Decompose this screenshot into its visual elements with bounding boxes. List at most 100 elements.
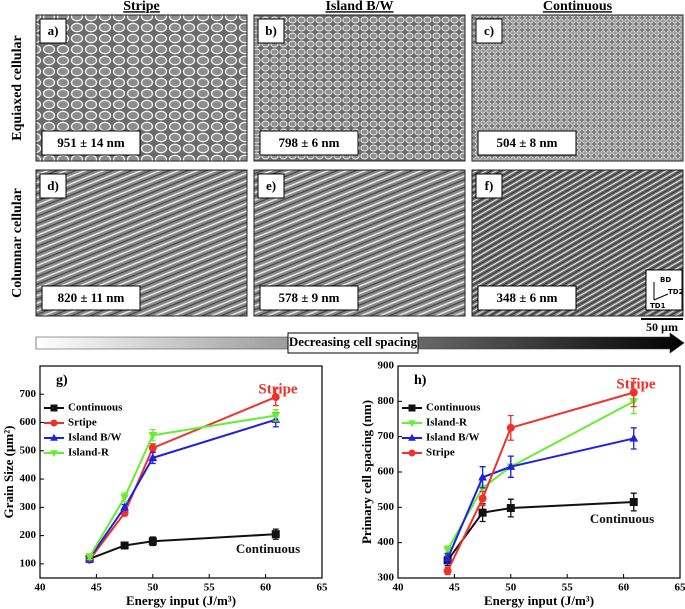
legend-label: Srtipe xyxy=(68,417,97,429)
scale-bar-label: 50 µm xyxy=(646,320,678,334)
panel-label-box xyxy=(257,18,285,44)
y-tick-label: 400 xyxy=(20,473,37,485)
column-header: Stripe xyxy=(123,0,160,14)
y-tick-label: 700 xyxy=(378,430,395,442)
y-tick-label: 600 xyxy=(378,466,395,478)
y-tick-label: 900 xyxy=(378,360,395,372)
x-axis-label: Energy input (J/m³) xyxy=(484,593,594,608)
arrow-label: Decreasing cell spacing xyxy=(289,334,418,349)
data-point xyxy=(120,494,129,503)
x-tick-label: 55 xyxy=(204,582,216,594)
legend-label: Island-R xyxy=(426,417,468,429)
triad-label: TD2 xyxy=(668,288,684,296)
column-header: Island B/W xyxy=(325,0,393,14)
row-label: Columnar cellular xyxy=(10,188,25,298)
data-point xyxy=(629,388,638,397)
series-line xyxy=(89,533,276,560)
x-tick-label: 50 xyxy=(505,582,517,594)
data-point xyxy=(271,393,280,402)
x-tick-label: 60 xyxy=(618,582,630,594)
measure-box xyxy=(259,130,359,156)
panel-label: b) xyxy=(265,23,277,38)
series-line xyxy=(446,400,635,551)
data-point xyxy=(478,508,487,517)
y-tick-label: 200 xyxy=(20,529,37,541)
data-point xyxy=(271,412,281,421)
x-tick-label: 60 xyxy=(260,582,272,594)
data-point xyxy=(629,433,639,442)
data-point xyxy=(443,546,453,555)
y-tick-label: 500 xyxy=(378,501,395,513)
y-tick-label: 400 xyxy=(378,536,395,548)
series-line xyxy=(88,414,276,558)
series-line xyxy=(446,391,635,572)
measure-box xyxy=(477,130,577,156)
measure-box xyxy=(41,130,141,156)
data-point xyxy=(506,423,515,432)
measure-label: 578 ± 9 nm xyxy=(279,290,340,305)
measure-label: 798 ± 6 nm xyxy=(279,135,340,150)
data-point xyxy=(148,432,158,441)
panel-label: d) xyxy=(47,178,59,193)
y-tick-label: 500 xyxy=(20,444,37,456)
measure-box xyxy=(259,285,359,311)
legend-label: Island B/W xyxy=(426,432,480,444)
annotation: Continuous xyxy=(236,541,300,556)
data-point xyxy=(120,541,129,550)
legend-marker xyxy=(50,433,58,441)
panel-label-box xyxy=(475,18,503,44)
legend-marker xyxy=(408,433,416,441)
data-point xyxy=(506,461,516,470)
data-point xyxy=(478,472,487,481)
measure-label: 951 ± 14 nm xyxy=(57,135,125,150)
y-tick-label: 300 xyxy=(20,501,37,513)
data-point xyxy=(271,530,280,539)
series-line xyxy=(446,437,634,559)
panel-label: c) xyxy=(484,23,494,38)
arrow-label-box xyxy=(287,332,419,354)
y-tick-label: 700 xyxy=(20,388,37,400)
y-tick-label: 100 xyxy=(20,557,37,569)
panel-label: f) xyxy=(485,178,494,193)
data-point xyxy=(85,553,95,562)
x-tick-label: 45 xyxy=(449,582,461,594)
panel-label-box xyxy=(475,173,503,199)
measure-box xyxy=(477,285,577,311)
data-point xyxy=(629,498,638,507)
data-point xyxy=(443,566,452,575)
x-tick-label: 65 xyxy=(317,582,329,594)
x-tick-label: 55 xyxy=(562,582,574,594)
data-point xyxy=(478,494,487,503)
measure-label: 504 ± 8 nm xyxy=(497,135,558,150)
legend-label: Stripe xyxy=(426,447,455,459)
legend-marker xyxy=(408,404,416,412)
triad-label: BD xyxy=(660,276,671,284)
panel-label: h) xyxy=(414,373,427,388)
legend-label: Continuous xyxy=(426,402,481,414)
annotation: Stripe xyxy=(258,381,298,397)
plot-frame xyxy=(39,365,323,579)
panel-label-box xyxy=(39,18,67,44)
legend-label: Island-R xyxy=(68,447,110,459)
measure-label: 348 ± 6 nm xyxy=(497,290,558,305)
legend-marker xyxy=(50,419,58,427)
measure-box xyxy=(41,285,141,311)
x-axis-label: Energy input (J/m³) xyxy=(126,593,236,608)
legend-marker xyxy=(50,404,58,412)
y-tick-label: 800 xyxy=(378,395,395,407)
triad-label: TD1 xyxy=(650,302,666,310)
panel-label-box xyxy=(39,173,67,199)
y-axis-label: Grain Size (μm²) xyxy=(1,426,16,519)
triad-box xyxy=(645,269,683,311)
annotation: Stripe xyxy=(616,376,656,392)
panel-label-box xyxy=(257,173,285,199)
data-point xyxy=(443,553,453,562)
row-label: Equiaxed cellular xyxy=(10,35,25,140)
plot-frame xyxy=(397,365,681,579)
panel-label: e) xyxy=(266,178,276,193)
legend-label: Island B/W xyxy=(68,432,122,444)
data-point xyxy=(148,443,157,452)
y-tick-label: 600 xyxy=(20,416,37,428)
